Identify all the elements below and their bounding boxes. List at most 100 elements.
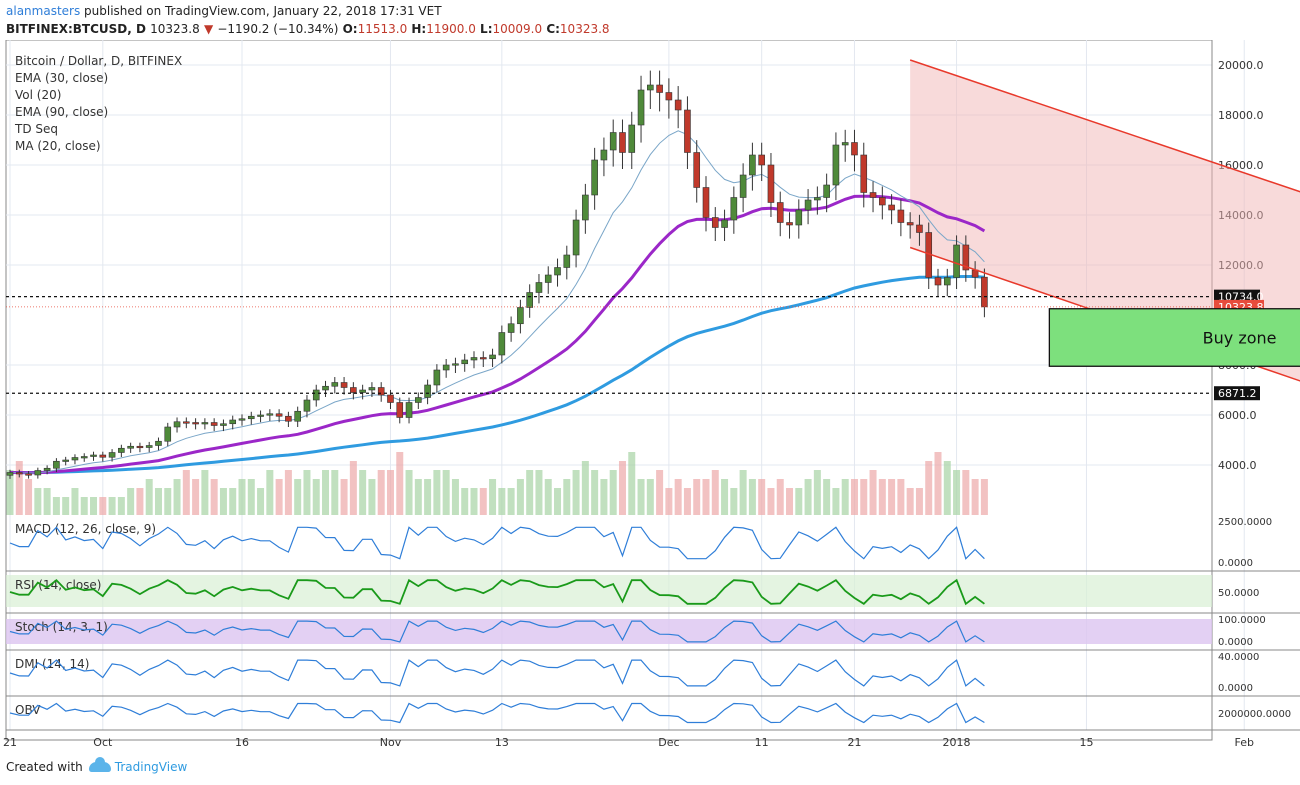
x-tick-label: 21 <box>847 736 861 749</box>
low-value: 10009.0 <box>492 22 543 36</box>
candle-body <box>257 414 264 417</box>
candle-body <box>53 460 60 469</box>
candle-body <box>285 415 292 422</box>
volume-bar <box>229 488 237 515</box>
candle-body <box>869 192 877 198</box>
candle-body <box>517 307 524 325</box>
candle-body <box>377 387 385 396</box>
volume-bar <box>368 479 376 515</box>
candle-body <box>303 399 311 412</box>
candle-body <box>266 413 274 416</box>
volume-bar <box>470 488 478 515</box>
volume-bar <box>424 479 432 515</box>
indicator-line <box>9 578 985 606</box>
open-label: O: <box>342 22 358 36</box>
candle-body <box>637 89 645 126</box>
candle-body <box>879 197 886 206</box>
candle-body <box>247 415 255 420</box>
candle-body <box>888 204 895 211</box>
high-value: 11900.0 <box>426 22 476 36</box>
volume-bar <box>609 470 617 515</box>
candle-body <box>591 159 598 196</box>
volume-bar <box>294 479 302 515</box>
volume-bar <box>637 479 645 515</box>
candle-body <box>15 472 23 475</box>
candle-body <box>628 124 636 153</box>
volume-bar <box>702 479 710 515</box>
x-tick-label: Nov <box>380 736 402 749</box>
tradingview-logo[interactable]: TradingView <box>88 757 188 774</box>
close-label: C: <box>546 22 560 36</box>
volume-bar <box>683 488 691 515</box>
volume-bar <box>396 452 404 515</box>
volume-bar <box>925 461 933 515</box>
volume-bar <box>479 488 487 515</box>
candle-body <box>145 445 153 448</box>
x-tick-label: Oct <box>93 736 113 749</box>
author-link[interactable]: alanmasters <box>6 4 81 18</box>
volume-bar <box>823 479 831 515</box>
candle-body <box>804 199 812 211</box>
candle-body <box>173 421 181 428</box>
candle-body <box>851 142 858 156</box>
volume-bar <box>71 488 79 515</box>
price-chart[interactable]: 20000.018000.016000.014000.012000.08000.… <box>0 40 1300 752</box>
volume-bar <box>275 479 283 515</box>
candle-body <box>340 382 348 388</box>
volume-bar <box>247 479 255 515</box>
candle-body <box>6 472 14 476</box>
volume-bar <box>962 470 970 515</box>
candle-body <box>424 384 431 398</box>
volume-bar <box>312 479 320 515</box>
candle-body <box>155 440 162 446</box>
ma-20-line <box>9 130 985 474</box>
volume-bar <box>888 479 896 515</box>
candle-body <box>693 152 701 188</box>
volume-bar <box>377 470 385 515</box>
volume-bar <box>711 470 719 515</box>
volume-bar <box>897 479 905 515</box>
volume-bar <box>340 479 348 515</box>
candle-body <box>526 292 533 308</box>
candle-body <box>563 254 571 268</box>
candle-body <box>210 422 218 426</box>
volume-bar <box>906 488 914 515</box>
brand-text: TradingView <box>114 760 188 774</box>
candle-body <box>507 323 515 333</box>
volume-bar <box>953 470 961 515</box>
volume-bar <box>748 479 756 515</box>
candle-body <box>711 217 719 228</box>
volume-bar <box>850 479 858 515</box>
volume-bar <box>758 479 766 515</box>
candle-body <box>953 244 960 278</box>
high-label: H: <box>411 22 427 36</box>
candle-body <box>387 394 394 403</box>
volume-bar <box>182 470 190 515</box>
created-with-text: Created with <box>6 760 83 774</box>
volume-bar <box>284 470 292 515</box>
stoch-band <box>6 619 1212 644</box>
volume-bar <box>628 452 636 515</box>
candle-body <box>43 467 51 471</box>
close-value: 10323.8 <box>559 22 610 36</box>
indicator-label: OBV <box>15 703 41 717</box>
candle-body <box>238 418 246 421</box>
volume-bar <box>34 488 42 515</box>
indicator-tick-label: 2500.0000 <box>1218 517 1272 528</box>
candle-body <box>943 277 951 286</box>
level-badge <box>1214 386 1260 401</box>
volume-bar <box>841 479 849 515</box>
volume-bar <box>331 470 339 515</box>
candle-body <box>80 456 88 459</box>
candle-body <box>220 423 227 426</box>
volume-bar <box>257 488 265 515</box>
y-tick-label: 20000.0 <box>1218 59 1264 72</box>
volume-bar <box>192 479 200 515</box>
candle-body <box>108 452 116 458</box>
candle-body <box>906 222 914 226</box>
volume-bar <box>414 479 422 515</box>
indicator-line <box>9 620 985 643</box>
volume-bar <box>646 479 654 515</box>
volume-bar <box>971 479 979 515</box>
candle-body <box>776 202 784 223</box>
